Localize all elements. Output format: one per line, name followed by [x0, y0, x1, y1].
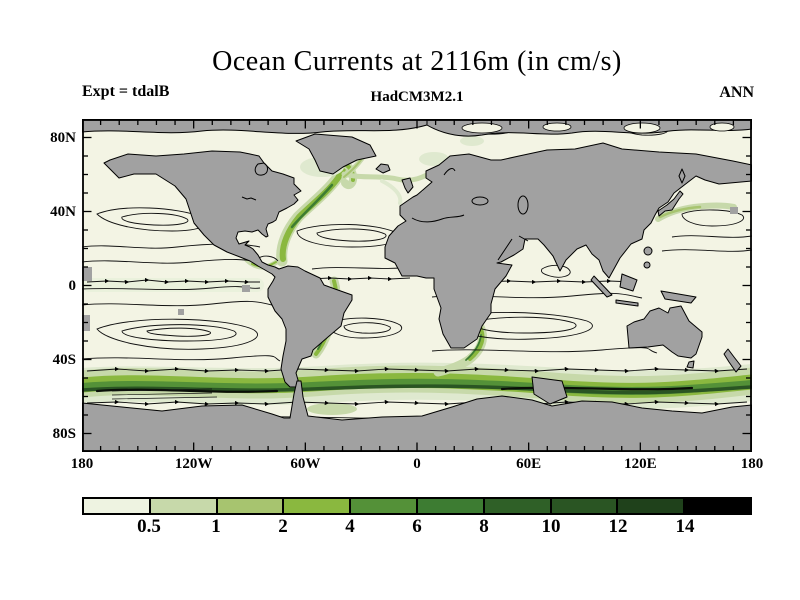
- colorbar-segment: [482, 499, 550, 513]
- lon-tick-label: 0: [413, 456, 421, 472]
- map-axis-ticks: [82, 120, 752, 451]
- colorbar-tick-label: 12: [608, 516, 628, 537]
- land-layer: [82, 119, 752, 452]
- colorbar-tick-label: 6: [412, 516, 422, 537]
- season-label: ANN: [719, 84, 754, 101]
- colorbar: [82, 497, 752, 515]
- colorbar-segment: [148, 499, 216, 513]
- lon-tick-label: 180: [70, 456, 94, 472]
- colorbar-segment: [549, 499, 617, 513]
- colorbar-segment: [84, 499, 149, 513]
- current-shading-layer: [82, 136, 752, 419]
- lon-tick-label: 120W: [174, 456, 213, 472]
- colorbar-segment: [415, 499, 483, 513]
- map-frame: [82, 119, 752, 452]
- lat-tick-label: 0: [68, 277, 77, 294]
- colorbar-segment: [349, 499, 416, 513]
- experiment-label: Expt = tdalB: [82, 83, 170, 100]
- lon-tick-label: 180: [740, 456, 764, 472]
- lat-tick-label: 80S: [52, 425, 76, 442]
- colorbar-tick-label: 8: [479, 516, 489, 537]
- map-plot: [82, 119, 752, 452]
- colorbar-tick-label: 0.5: [137, 516, 161, 537]
- colorbar-segment: [683, 499, 750, 513]
- lat-tick-label: 40S: [52, 351, 76, 368]
- colorbar-tick-label: 2: [278, 516, 288, 537]
- colorbar-tick-label: 10: [541, 516, 561, 537]
- lat-tick-label: 40N: [50, 203, 76, 220]
- colorbar-tick-label: 14: [675, 516, 695, 537]
- colorbar-tick-label: 4: [345, 516, 355, 537]
- lon-tick-label: 60E: [516, 456, 542, 472]
- world-map: [82, 119, 752, 452]
- colorbar-segment: [282, 499, 350, 513]
- lat-tick-label: 80N: [50, 129, 76, 146]
- figure-title: Ocean Currents at 2116m (in cm/s): [212, 46, 622, 77]
- lon-tick-label: 120E: [624, 456, 657, 472]
- colorbar-segment: [215, 499, 283, 513]
- model-label: HadCM3M2.1: [370, 89, 464, 105]
- colorbar-tick-label: 1: [211, 516, 221, 537]
- colorbar-segment: [616, 499, 684, 513]
- lon-tick-label: 60W: [290, 456, 321, 472]
